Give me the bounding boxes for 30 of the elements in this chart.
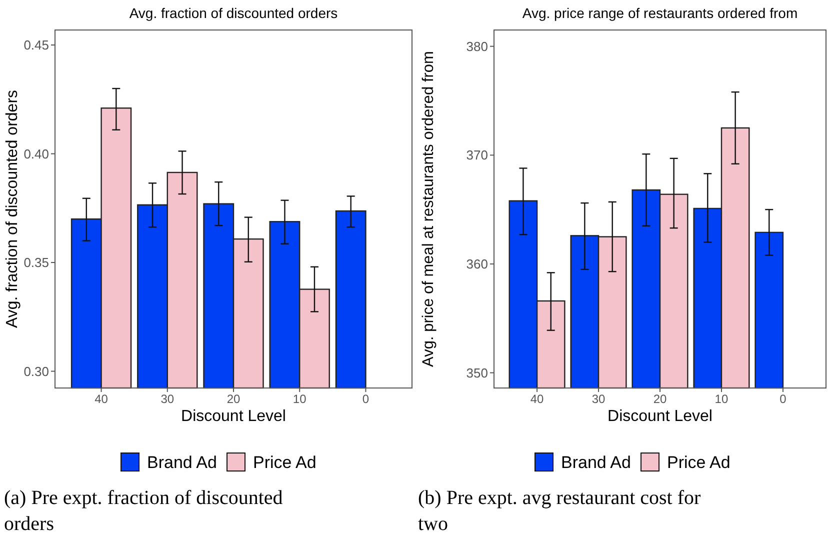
legend-label: Price Ad (253, 452, 316, 472)
x-axis-title: Discount Level (608, 408, 712, 425)
y-tick-label: 380 (466, 38, 488, 54)
legend-label: Brand Ad (147, 452, 217, 472)
x-axis-title: Discount Level (181, 408, 286, 425)
text: (a) Pre expt. fraction of discounted orders (4, 487, 283, 535)
x-tick-label: 0 (362, 392, 370, 406)
x-tick-label: 30 (592, 392, 606, 406)
x-tick-label: 10 (292, 392, 307, 406)
x-tick-label: 20 (653, 392, 667, 406)
x-tick-label: 20 (226, 392, 240, 406)
y-tick-label: 0.45 (24, 38, 49, 53)
y-tick-label: 0.30 (24, 364, 49, 379)
x-tick-label: 10 (714, 392, 728, 406)
y-tick-label: 0.35 (24, 255, 49, 270)
y-tick-label: 360 (466, 256, 488, 272)
x-tick-label: 40 (530, 392, 544, 406)
x-tick-label: 30 (160, 392, 174, 406)
x-tick-label: 40 (94, 392, 108, 406)
x-tick-label: 0 (780, 392, 787, 406)
y-tick-label: 350 (466, 365, 488, 380)
y-axis-title: Avg. fraction of discounted orders (4, 90, 21, 328)
chart-title: Avg. fraction of discounted orders (129, 5, 338, 21)
legend-label: Brand Ad (561, 452, 631, 472)
legend-label: Price Ad (667, 452, 730, 472)
chart-title: Avg. price range of restaurants ordered from (522, 5, 798, 21)
text: (b) Pre expt. avg restaurant cost for two (418, 487, 702, 535)
y-axis-title: Avg. price of meal at restaurants ordered from (420, 51, 437, 367)
y-tick-label: 370 (466, 148, 488, 163)
y-tick-label: 0.40 (24, 146, 49, 162)
